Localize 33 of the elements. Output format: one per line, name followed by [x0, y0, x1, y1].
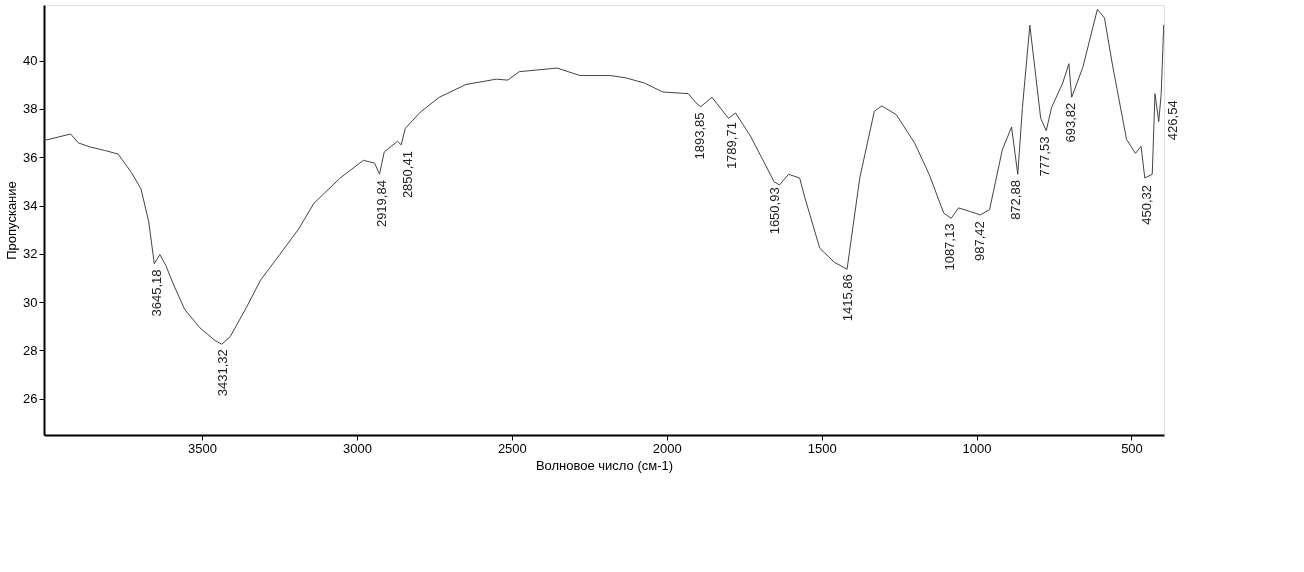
x-tick-label: 2000	[652, 440, 682, 456]
annotation: 872,88	[1007, 180, 1023, 220]
annotation: 2919,84	[373, 180, 389, 228]
annotation: 426,54	[1164, 100, 1180, 141]
y-tick-label: 40	[23, 53, 38, 69]
annotation: 3431,32	[215, 349, 231, 397]
y-tick-label: 32	[23, 246, 38, 262]
x-tick-label: 1500	[807, 440, 837, 456]
x-tick-label: 1000	[962, 440, 992, 456]
annotation: 987,42	[972, 221, 988, 261]
annotation: 1893,85	[691, 112, 707, 160]
annotation: 1415,86	[839, 274, 855, 322]
line-series	[43, 8, 1165, 345]
y-tick-label: 34	[23, 198, 38, 214]
annotation: 3645,18	[149, 269, 165, 317]
x-tick-label: 2500	[497, 440, 527, 456]
x-tick-label: 500	[1121, 440, 1143, 456]
annotation: 450,32	[1138, 184, 1154, 225]
annotation: 1650,93	[766, 187, 782, 235]
annotation: 777,53	[1037, 136, 1053, 177]
annotation: 693,82	[1063, 102, 1079, 143]
y-tick-label: 26	[23, 391, 38, 407]
annotation: 2850,41	[399, 151, 415, 199]
annotation: 1087,13	[941, 223, 957, 271]
y-tick-label: 30	[23, 294, 38, 310]
y-tick-label: 28	[23, 342, 38, 358]
y-axis-title: Пропускание	[4, 181, 20, 260]
y-tick-label: 38	[23, 101, 38, 117]
annotation: 1789,71	[723, 122, 739, 170]
y-tick-label: 36	[23, 149, 38, 165]
x-axis-title: Волновое число (см-1)	[535, 457, 674, 473]
x-tick-label: 3000	[342, 440, 372, 456]
x-tick-label: 3500	[188, 440, 217, 456]
